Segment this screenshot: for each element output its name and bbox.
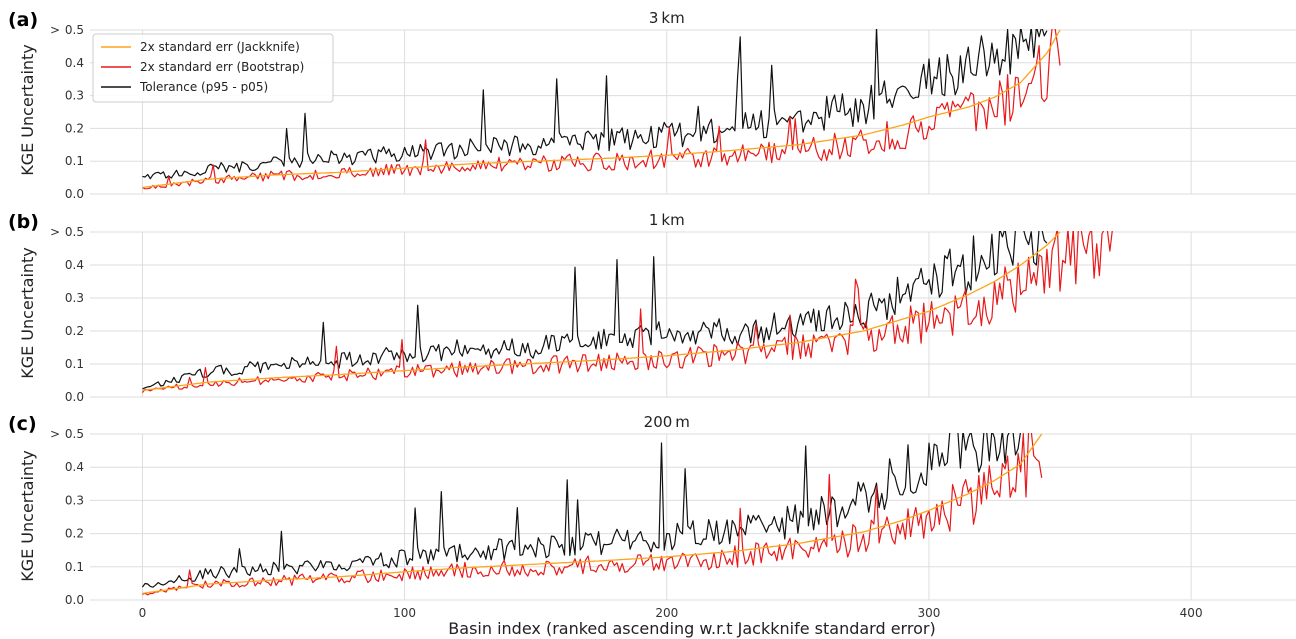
- legend-label-tolerance: Tolerance (p95 - p05): [139, 80, 268, 94]
- y-axis-label-c: KGE Uncertainty: [18, 450, 37, 582]
- x-axis-label: Basin index (ranked ascending w.r.t Jack…: [448, 619, 935, 638]
- series-line-jackknife: [142, 231, 1061, 392]
- y-tick-label: 0.5: [65, 225, 84, 239]
- y-axis-label-b: KGE Uncertainty: [18, 247, 37, 379]
- series-line-tolerance: [142, 29, 1048, 180]
- y-tick-overflow-prefix: >: [50, 427, 60, 441]
- panel-title: 1 km: [649, 211, 685, 229]
- y-tick-label: 0.3: [65, 89, 84, 103]
- y-tick-label: 0.2: [65, 324, 84, 338]
- x-tick-label: 0: [139, 606, 147, 620]
- series-line-bootstrap: [142, 29, 1061, 190]
- y-tick-label: 0.3: [65, 493, 84, 507]
- y-tick-overflow-prefix: >: [50, 23, 60, 37]
- legend-box: [92, 33, 334, 103]
- panel-letter: (a): [8, 9, 38, 31]
- panel-letter: (b): [8, 211, 39, 233]
- y-tick-label: 0.3: [65, 291, 84, 305]
- panel-title: 200 m: [644, 413, 690, 431]
- y-tick-label: 0.1: [65, 560, 84, 574]
- series-line-jackknife: [142, 433, 1043, 595]
- legend: 2x standard err (Jackknife) 2x standard …: [92, 33, 334, 103]
- series-line-jackknife: [142, 29, 1061, 189]
- y-tick-overflow-prefix: >: [50, 225, 60, 239]
- y-tick-label: 0.4: [65, 460, 84, 474]
- x-tick-label: 200: [655, 606, 678, 620]
- y-tick-label: 0.0: [65, 390, 84, 404]
- x-tick-label: 400: [1180, 606, 1203, 620]
- panel-letter: (c): [8, 413, 37, 435]
- legend-label-jackknife: 2x standard err (Jackknife): [140, 40, 300, 54]
- legend-label-bootstrap: 2x standard err (Bootstrap): [140, 60, 304, 74]
- y-tick-label: 0.4: [65, 56, 84, 70]
- y-tick-label: 0.5: [65, 427, 84, 441]
- panels: 0.00.10.20.30.40.5>3 km(a)0.00.10.20.30.…: [8, 9, 1296, 620]
- y-tick-label: 0.4: [65, 258, 84, 272]
- series-line-tolerance: [142, 231, 1048, 390]
- y-tick-label: 0.0: [65, 187, 84, 201]
- panel-1: 0.0 0.1 0.2 0.3 0.4 0.5 >1 km (b): [8, 211, 1296, 404]
- series-line-bootstrap: [141, 231, 1113, 393]
- x-tick-label: 100: [393, 606, 416, 620]
- y-tick-label: 0.2: [65, 527, 84, 541]
- y-tick-label: 0.1: [65, 357, 84, 371]
- y-tick-label: 0.5: [65, 23, 84, 37]
- y-axis-label: KGE Uncertainty: [18, 44, 37, 176]
- series-line-bootstrap: [142, 433, 1043, 596]
- panel-2: 0.0 0.1 0.2 0.3 0.4 0.5 >0 100 200 300 400 200 m (c): [8, 413, 1296, 620]
- y-tick-label: 0.1: [65, 154, 84, 168]
- x-tick-label: 300: [918, 606, 941, 620]
- panel-0: 0.0 0.1 0.2 0.3 0.4 0.5 >3 km (a): [8, 9, 1296, 201]
- series-line-tolerance: [141, 433, 1021, 588]
- y-tick-label: 0.2: [65, 121, 84, 135]
- panel-title: 3 km: [649, 9, 685, 27]
- y-tick-label: 0.0: [65, 593, 84, 607]
